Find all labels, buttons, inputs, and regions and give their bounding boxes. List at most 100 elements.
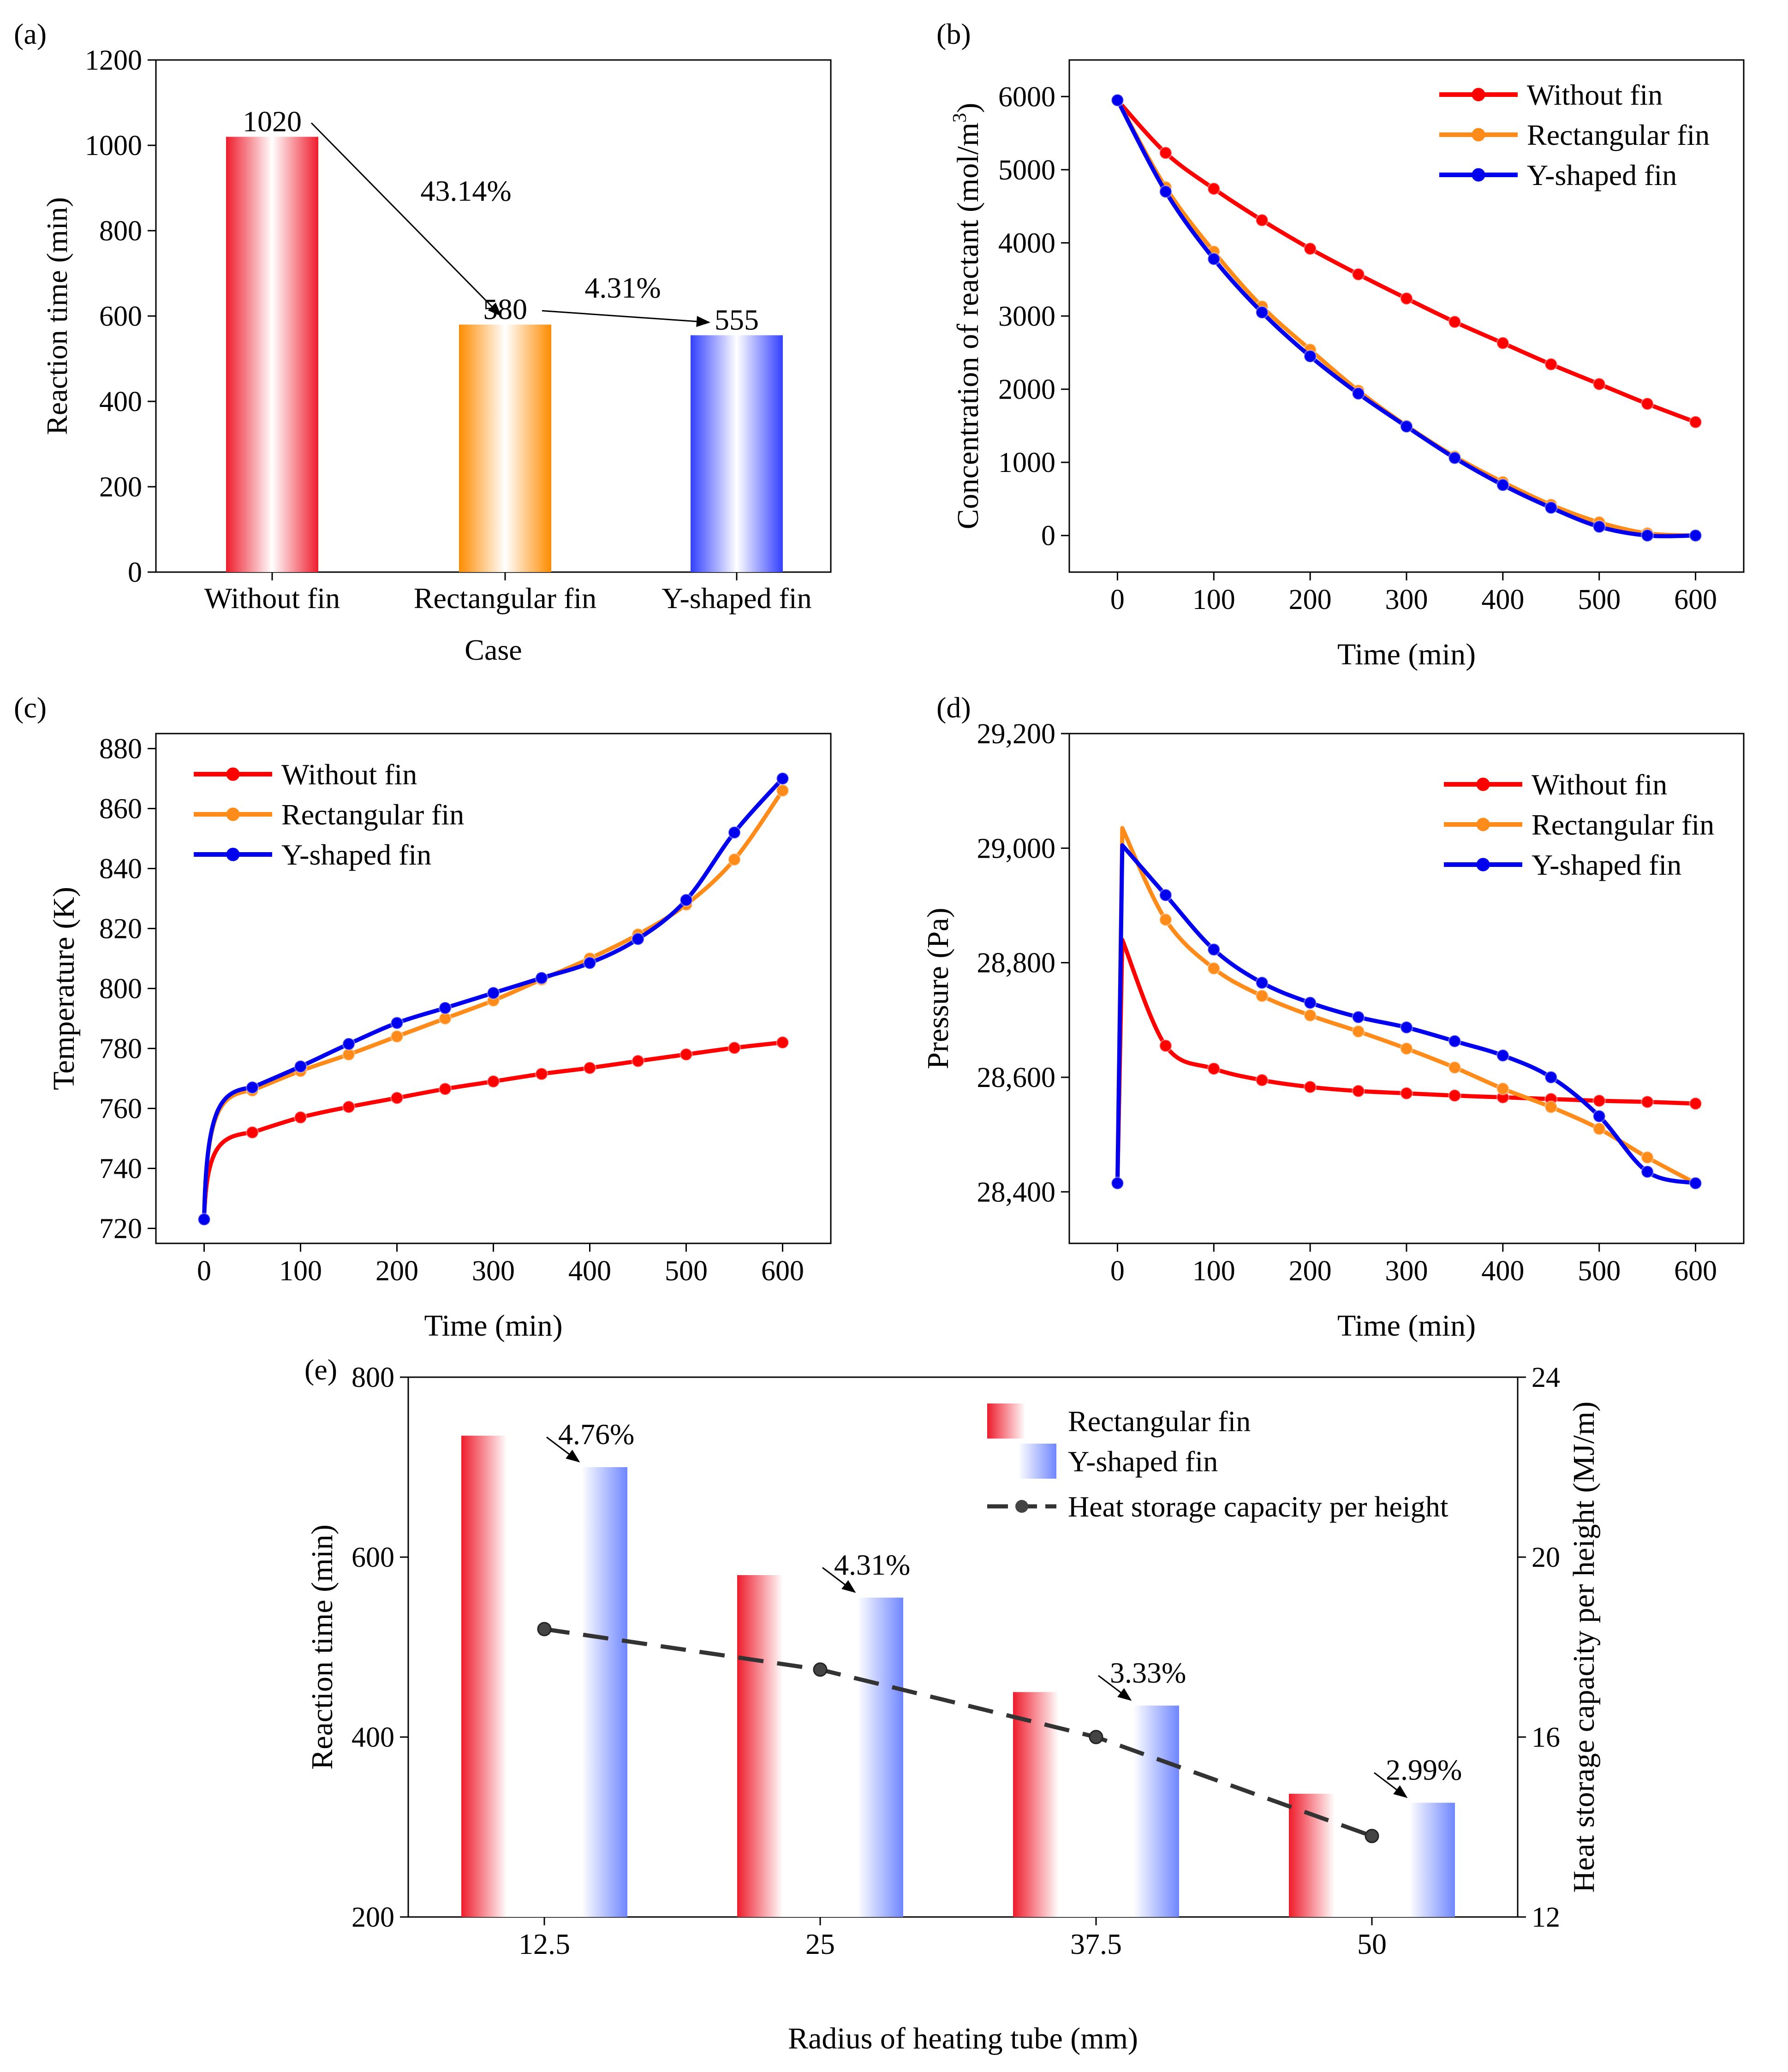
legend-marker xyxy=(1472,88,1485,102)
legend-marker xyxy=(226,848,240,861)
data-point-orange xyxy=(1400,1042,1413,1056)
x-tick-label: 600 xyxy=(1674,1255,1717,1287)
data-point-red xyxy=(390,1091,404,1105)
legend-marker xyxy=(1476,818,1490,831)
reduction-label: 4.76% xyxy=(558,1418,634,1451)
data-point-red xyxy=(1159,1039,1173,1053)
data-point-red xyxy=(1448,1089,1461,1103)
data-point-blue xyxy=(1110,93,1124,107)
x-tick-label: 100 xyxy=(1192,584,1235,615)
data-point-blue xyxy=(1496,478,1510,492)
legend-label: Y-shaped fin xyxy=(281,838,431,871)
panel-label: (d) xyxy=(936,691,971,724)
y-axis-title: Temperature (K) xyxy=(47,887,81,1090)
data-point-blue xyxy=(583,956,596,970)
data-point-blue xyxy=(487,986,500,1000)
x-tick-label: 37.5 xyxy=(1070,1928,1122,1960)
data-point-red xyxy=(1207,182,1221,196)
data-point-red xyxy=(631,1054,645,1068)
y-tick-label: 28,600 xyxy=(977,1062,1056,1093)
legend-marker xyxy=(1015,1500,1028,1513)
data-point-blue xyxy=(1448,1034,1461,1048)
x-axis-title: Time (min) xyxy=(424,1309,562,1343)
reduction-arrow xyxy=(822,1567,856,1593)
y-tick-label: 4000 xyxy=(998,227,1055,259)
y-tick-label: 29,200 xyxy=(977,718,1056,750)
data-point-red xyxy=(294,1111,307,1124)
data-point-blue xyxy=(1544,1070,1558,1084)
legend-marker xyxy=(226,807,240,821)
data-point-red xyxy=(1689,415,1703,429)
data-point-red xyxy=(679,1048,693,1061)
data-point-blue xyxy=(1592,1109,1606,1123)
data-point-blue xyxy=(1255,305,1269,319)
data-point-orange xyxy=(1352,1025,1365,1039)
x-tick-label: 300 xyxy=(1385,1255,1428,1287)
data-point-blue xyxy=(1255,976,1269,990)
x-tick-label: 100 xyxy=(1192,1255,1235,1287)
y-tick-label: 820 xyxy=(99,914,142,945)
reduction-arrow xyxy=(542,310,710,327)
panel-e-radius-bar-chart: (e) 200 400 600 800 12 16 20 24 12.5 4.76% 25 4.31% 3… xyxy=(304,1353,1601,2055)
data-point-red xyxy=(1303,242,1317,256)
x-tick-label: Without fin xyxy=(204,582,340,615)
y-axis-title: Reaction time (min) xyxy=(305,1524,339,1770)
y-tick-label: 0 xyxy=(1041,520,1055,552)
y-tick-label: 200 xyxy=(99,472,142,503)
data-point-orange xyxy=(390,1030,404,1043)
y-tick-label: 800 xyxy=(352,1362,394,1393)
panel-label: (a) xyxy=(14,18,47,50)
data-point-red xyxy=(1544,358,1558,371)
x-tick-label: 600 xyxy=(761,1255,804,1287)
legend-label: Y-shaped fin xyxy=(1068,1445,1218,1478)
x-tick-label: 500 xyxy=(665,1255,708,1287)
reduction-annotation: 4.31% xyxy=(584,271,661,304)
y-tick-label: 1000 xyxy=(85,130,142,161)
data-point-blue xyxy=(1640,529,1654,543)
y-tick-label: 16 xyxy=(1532,1722,1560,1753)
data-point-blue xyxy=(776,772,789,785)
bar-bar_blue-1 xyxy=(820,1597,903,1917)
data-point-blue xyxy=(1159,888,1173,902)
data-point-blue xyxy=(197,1212,211,1226)
data-point-red xyxy=(1592,1094,1606,1108)
x-tick-label: 50 xyxy=(1357,1928,1387,1960)
data-point-orange xyxy=(1544,1100,1558,1114)
y-tick-label: 29,000 xyxy=(977,833,1056,864)
data-point-red xyxy=(583,1061,596,1075)
x-tick-label: 200 xyxy=(1289,1255,1332,1287)
y-tick-label: 880 xyxy=(99,734,142,765)
data-point-blue xyxy=(1207,943,1221,956)
data-point-red xyxy=(438,1082,452,1096)
data-point-red xyxy=(1400,1087,1413,1100)
y-tick-label: 2000 xyxy=(998,374,1055,406)
data-point-blue xyxy=(390,1016,404,1030)
data-point-blue xyxy=(1159,185,1173,198)
reduction-label: 2.99% xyxy=(1386,1753,1462,1786)
panel-c-temperature-line-chart: (c) 720 740 760 780 800 820 840 860 880 0 100 200 300… xyxy=(14,691,832,1343)
bar-0 xyxy=(226,137,318,572)
data-point-red xyxy=(245,1126,259,1139)
x-tick-label: 200 xyxy=(375,1255,418,1287)
x-tick-label: 300 xyxy=(472,1255,515,1287)
x-axis-title: Radius of heating tube (mm) xyxy=(788,2022,1138,2055)
panel-a-reaction-time-bar-chart: (a) 0 200 400 600 800 1000 1200 1020 Without fin 5… xyxy=(14,18,832,666)
heat-storage-point xyxy=(813,1662,828,1677)
legend-marker xyxy=(226,767,240,781)
x-axis-title: Time (min) xyxy=(1337,1309,1476,1343)
legend-label: Without fin xyxy=(281,758,417,791)
y-tick-label: 800 xyxy=(99,973,142,1005)
data-point-red xyxy=(1255,213,1269,227)
y-tick-label: 400 xyxy=(352,1722,394,1753)
x-axis-title: Case xyxy=(465,633,522,666)
y-tick-label: 12 xyxy=(1532,1902,1560,1933)
data-point-orange xyxy=(1496,1082,1510,1096)
data-point-red xyxy=(487,1075,500,1088)
y-tick-label: 20 xyxy=(1532,1542,1560,1573)
bar-value-label: 1020 xyxy=(243,105,302,138)
y-tick-label: 780 xyxy=(99,1033,142,1065)
data-point-blue xyxy=(1400,1021,1413,1034)
y-tick-label: 6000 xyxy=(998,81,1055,113)
y-axis-title: Pressure (Pa) xyxy=(921,908,955,1069)
x-tick-label: Rectangular fin xyxy=(414,582,596,615)
